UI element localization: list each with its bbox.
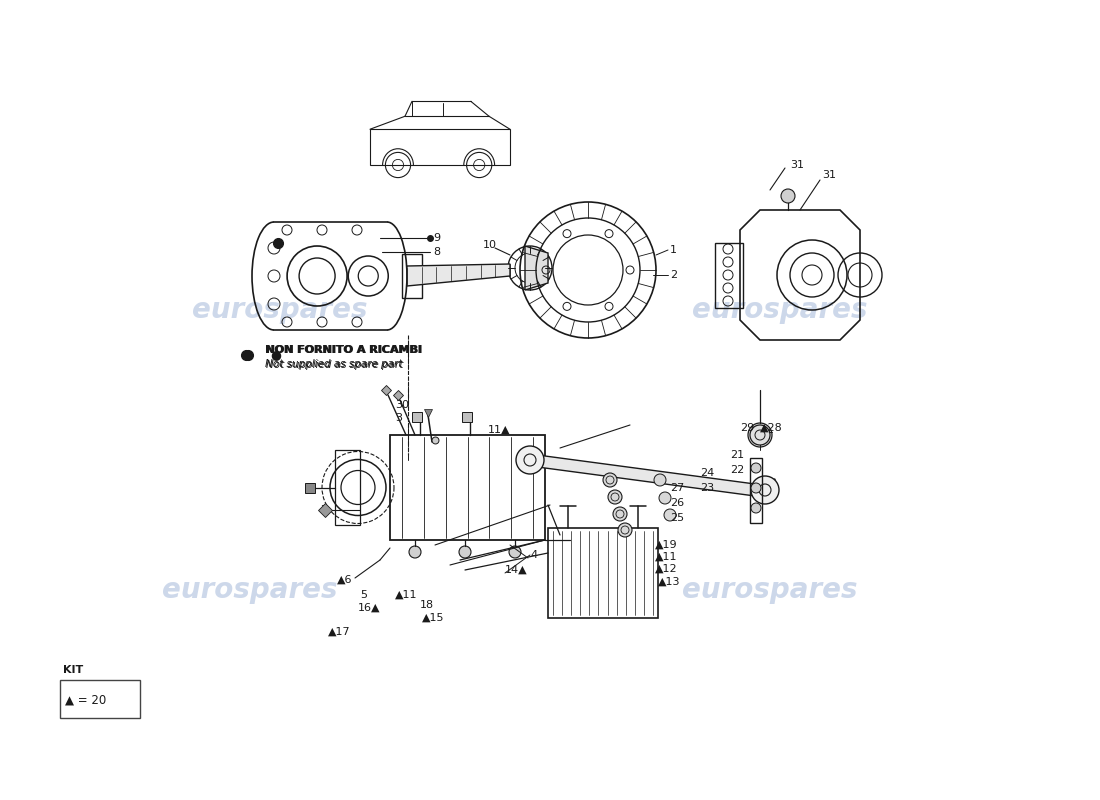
Text: 27: 27	[670, 483, 684, 493]
Text: 7: 7	[320, 505, 327, 515]
Text: 31: 31	[790, 160, 804, 170]
Polygon shape	[525, 246, 548, 290]
Text: 21: 21	[730, 450, 744, 460]
Text: ▲6: ▲6	[337, 575, 352, 585]
Text: ▲ = 20: ▲ = 20	[65, 694, 107, 706]
Circle shape	[664, 509, 676, 521]
Text: eurospares: eurospares	[692, 296, 868, 324]
Circle shape	[409, 546, 421, 558]
Circle shape	[608, 490, 622, 504]
Circle shape	[751, 483, 761, 493]
Circle shape	[748, 423, 772, 447]
Text: ●: ●	[270, 349, 280, 362]
Text: NON FORNITO A RICAMBI: NON FORNITO A RICAMBI	[266, 345, 422, 355]
Bar	[60, 680, 140, 718]
Text: ▲11: ▲11	[654, 552, 678, 562]
Circle shape	[516, 446, 544, 474]
Text: ▲12: ▲12	[654, 564, 678, 574]
Text: ▲13: ▲13	[658, 577, 681, 587]
Text: 23: 23	[700, 483, 714, 493]
Text: 11▲: 11▲	[488, 425, 510, 435]
Text: 16▲: 16▲	[358, 603, 381, 613]
Text: Not supplied as spare part: Not supplied as spare part	[265, 359, 403, 369]
Circle shape	[750, 425, 770, 445]
Bar	[750, 458, 762, 523]
Text: 18: 18	[420, 600, 434, 610]
Bar	[715, 242, 742, 307]
Text: 31: 31	[822, 170, 836, 180]
Text: 8: 8	[433, 247, 440, 257]
Text: 26: 26	[670, 498, 684, 508]
Text: 30: 30	[395, 400, 409, 410]
Bar	[336, 450, 360, 525]
Bar	[402, 254, 422, 298]
Text: 22: 22	[730, 465, 745, 475]
Circle shape	[751, 476, 779, 504]
Text: ▲17: ▲17	[328, 627, 351, 637]
Bar	[390, 435, 544, 540]
Circle shape	[781, 189, 795, 203]
Text: ▲11: ▲11	[395, 590, 418, 600]
Text: 9: 9	[433, 233, 440, 243]
Text: 14▲: 14▲	[505, 565, 528, 575]
Bar	[548, 528, 658, 618]
Circle shape	[618, 523, 632, 537]
Circle shape	[751, 463, 761, 473]
Text: 2: 2	[670, 270, 678, 280]
Text: 3: 3	[395, 413, 402, 423]
Text: ▲15: ▲15	[422, 613, 444, 623]
Text: 29: 29	[740, 423, 755, 433]
Text: 4: 4	[530, 550, 537, 560]
Circle shape	[654, 474, 666, 486]
Text: 10: 10	[483, 240, 497, 250]
Circle shape	[751, 503, 761, 513]
Text: KIT: KIT	[63, 665, 84, 675]
Text: ▲28: ▲28	[760, 423, 783, 433]
Text: ▲19: ▲19	[654, 540, 678, 550]
Circle shape	[603, 473, 617, 487]
Circle shape	[659, 492, 671, 504]
Circle shape	[509, 546, 521, 558]
Text: 25: 25	[670, 513, 684, 523]
Circle shape	[613, 507, 627, 521]
Text: 1: 1	[670, 245, 676, 255]
Text: 5: 5	[360, 590, 367, 600]
Text: NON FORNITO A RICAMBI: NON FORNITO A RICAMBI	[265, 345, 421, 355]
Text: eurospares: eurospares	[682, 576, 858, 604]
Polygon shape	[530, 454, 775, 496]
Circle shape	[459, 546, 471, 558]
Text: eurospares: eurospares	[163, 576, 338, 604]
Polygon shape	[407, 264, 510, 286]
Text: 24: 24	[700, 468, 714, 478]
Text: Not supplied as spare part: Not supplied as spare part	[266, 360, 404, 370]
Text: eurospares: eurospares	[192, 296, 367, 324]
